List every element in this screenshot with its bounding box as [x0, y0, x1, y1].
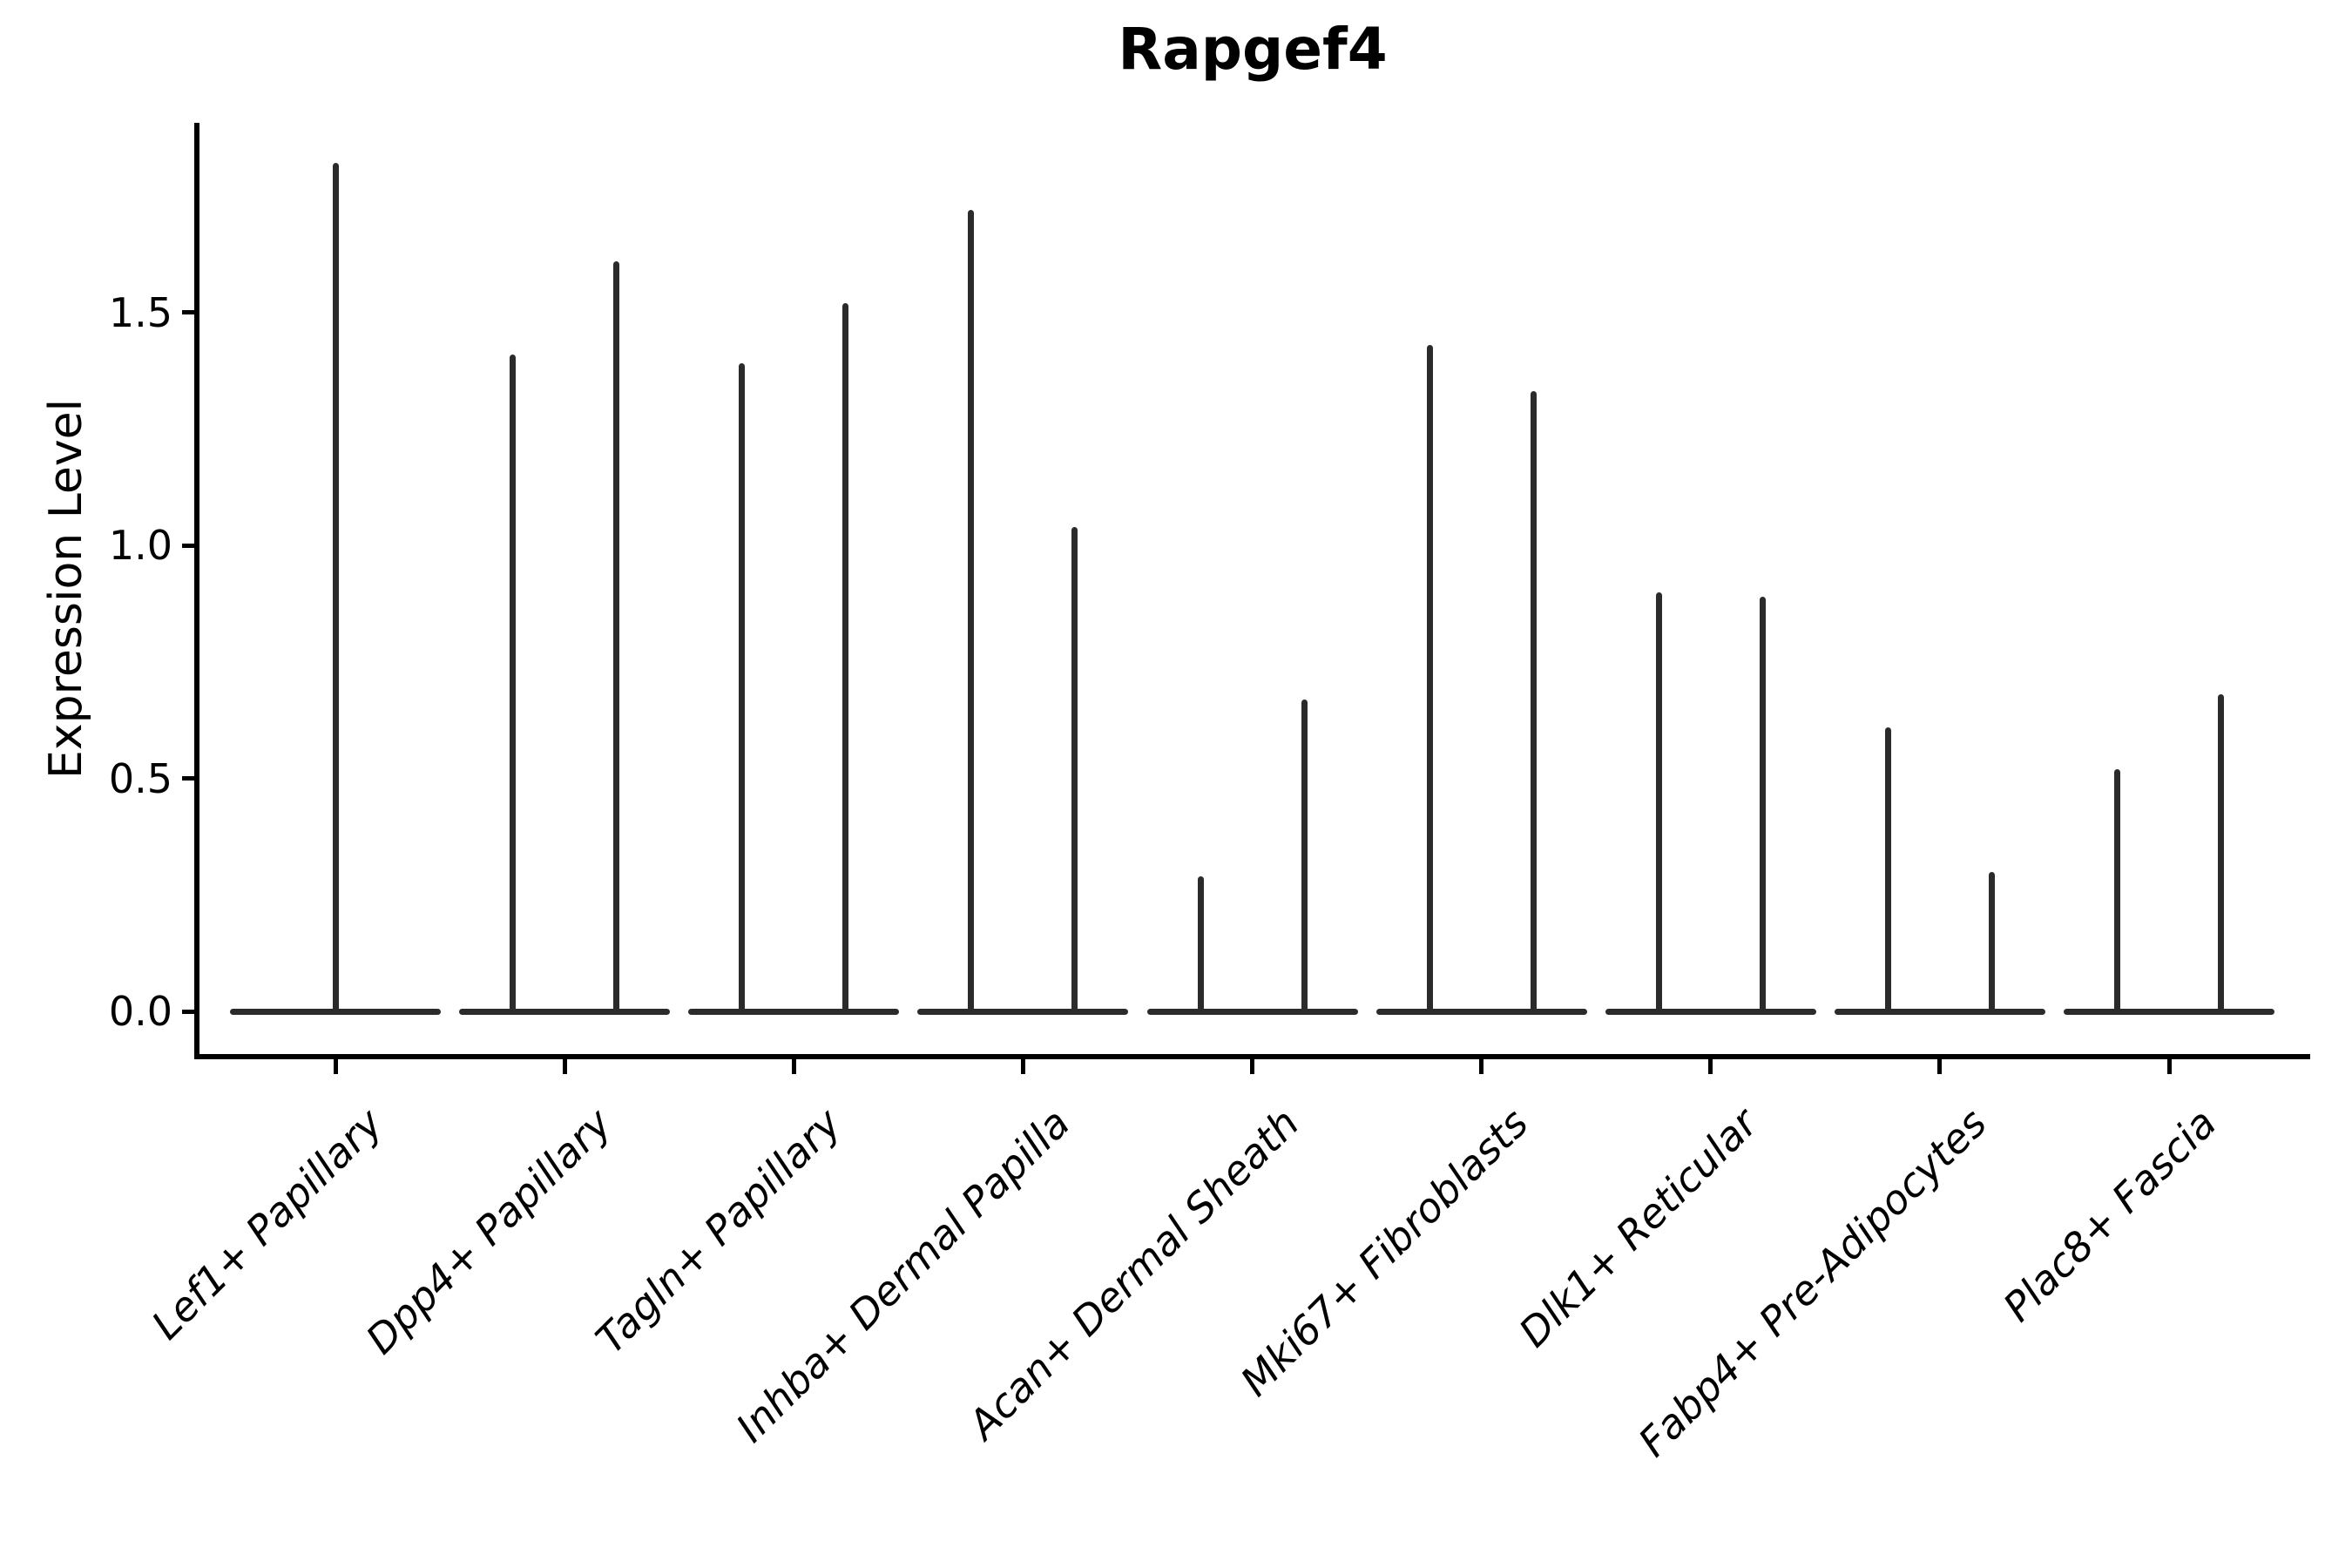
violin-needle — [510, 354, 517, 1014]
violin-needle — [1071, 526, 1078, 1014]
violin-base — [688, 1008, 900, 1015]
violin-base — [1834, 1008, 2045, 1015]
violin-base — [2064, 1008, 2274, 1015]
violin-needle — [1759, 596, 1766, 1014]
y-axis-spine — [194, 123, 199, 1059]
violin-base — [1375, 1008, 1587, 1015]
violin-base — [1605, 1008, 1816, 1015]
violin-needle — [613, 260, 620, 1014]
y-tick-mark — [182, 1009, 196, 1014]
y-tick-label: 1.5 — [108, 288, 172, 336]
x-tick-mark — [1937, 1057, 1943, 1074]
y-tick-label: 0.5 — [108, 754, 172, 802]
violin-needle — [332, 163, 339, 1014]
violin-needle — [842, 302, 849, 1014]
x-tick-label: Dpp4+ Papillary — [356, 1099, 621, 1363]
violin-needle — [1655, 591, 1662, 1014]
x-tick-mark — [791, 1057, 796, 1074]
x-tick-label: Dlk1+ Reticular — [1510, 1099, 1767, 1356]
violin-needle — [1988, 871, 1995, 1014]
violin-needle — [968, 209, 975, 1014]
y-tick-label: 0.0 — [108, 988, 172, 1035]
violin-needle — [1197, 875, 1204, 1014]
x-tick-mark — [1250, 1057, 1254, 1074]
y-axis-label: Expression Level — [40, 398, 92, 780]
violin-needle — [1884, 727, 1891, 1014]
y-tick-mark — [182, 310, 196, 314]
violin-needle — [1301, 699, 1308, 1014]
violin-needle — [1530, 391, 1537, 1014]
x-tick-label: Plac8+ Fascia — [1993, 1099, 2226, 1331]
violin-needle — [2218, 694, 2224, 1014]
y-tick-mark — [182, 543, 196, 548]
x-tick-mark — [1708, 1057, 1713, 1074]
x-tick-mark — [562, 1057, 567, 1074]
violin-needle — [1426, 344, 1433, 1014]
y-tick-mark — [182, 776, 196, 781]
violin-needle — [2114, 768, 2120, 1014]
x-tick-label: Tagln+ Papillary — [586, 1099, 850, 1363]
x-tick-label: Lef1+ Papillary — [142, 1099, 392, 1348]
violin-needle — [739, 363, 746, 1014]
x-tick-mark — [1020, 1057, 1025, 1074]
x-tick-mark — [333, 1057, 338, 1074]
violin-base — [1146, 1008, 1358, 1015]
x-tick-mark — [1479, 1057, 1484, 1074]
chart-title: Rapgef4 — [1118, 16, 1388, 83]
y-tick-label: 1.0 — [108, 522, 172, 569]
violin-base — [917, 1008, 1129, 1015]
x-tick-mark — [2166, 1057, 2172, 1074]
violin-base — [459, 1008, 671, 1015]
